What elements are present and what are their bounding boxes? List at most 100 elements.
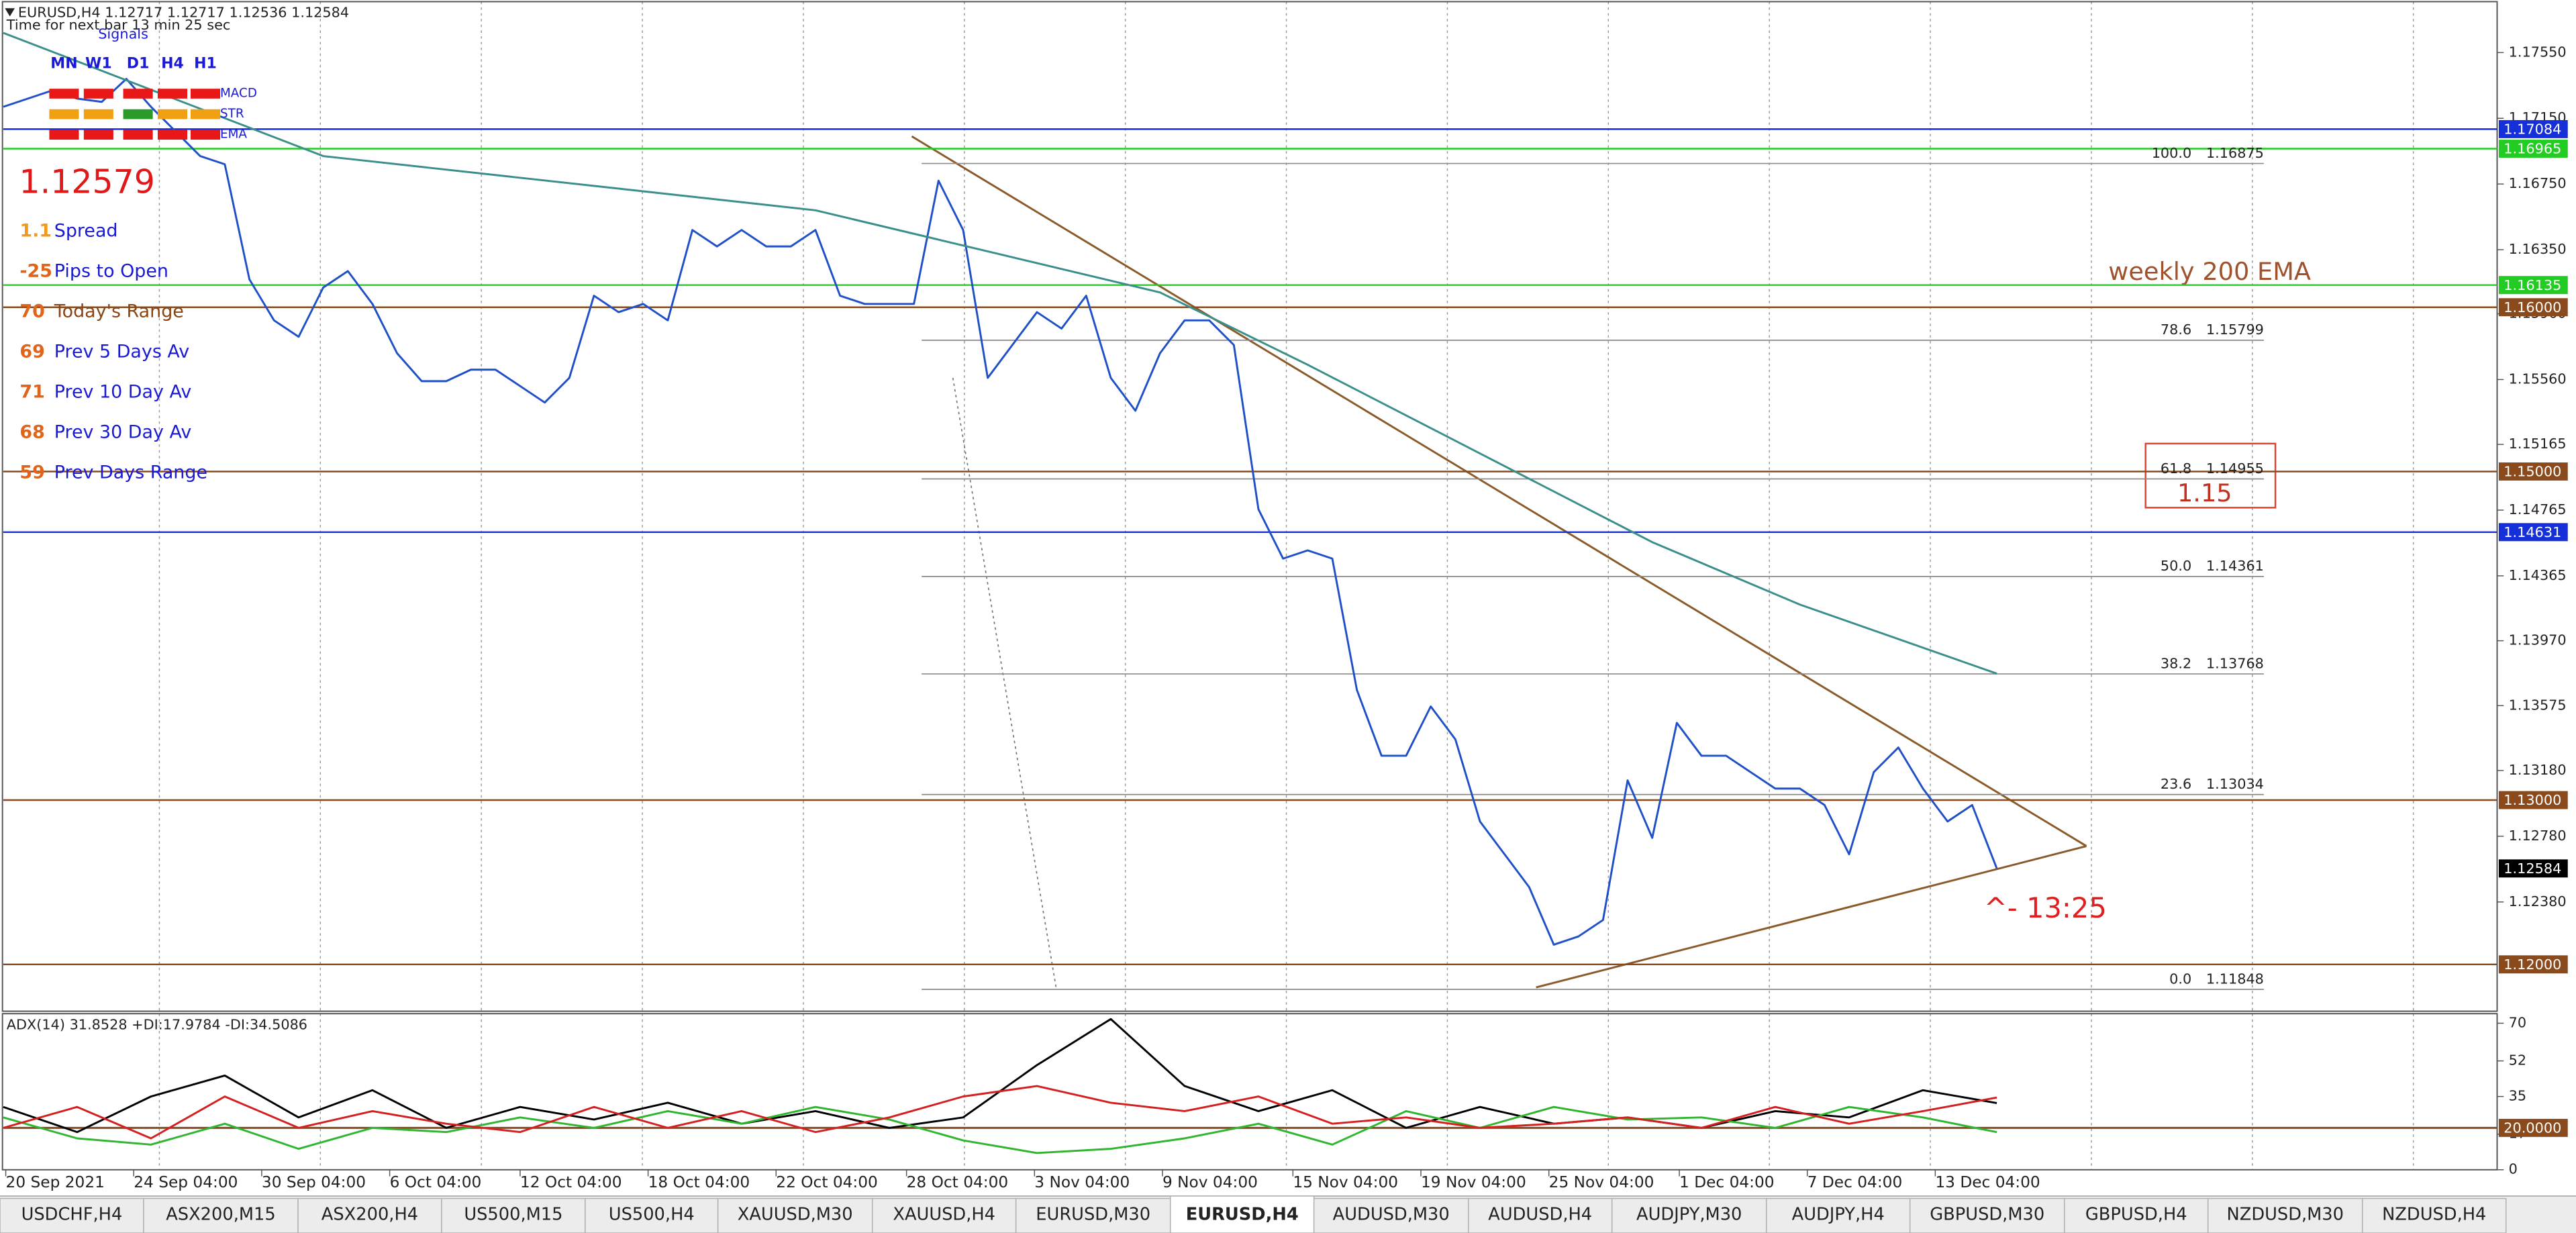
timeframe[interactable]: H1 [194,55,217,72]
timeframe[interactable]: D1 [127,55,150,72]
y-tick-label: 1.12380 [2509,893,2567,909]
tab-label[interactable]: GBPUSD,H4 [2085,1205,2187,1225]
price-tag-label: 1.12584 [2504,860,2561,877]
collapse-icon[interactable] [5,8,15,17]
tab[interactable] [2207,1197,2363,1233]
y-tick-label: 1.12780 [2509,828,2567,844]
x-tick-label: 19 Nov 04:00 [1421,1173,1526,1191]
stat-label: Prev 5 Days Av [54,342,189,362]
stat-value: 1.1 [19,221,52,242]
tab-label[interactable]: GBPUSD,M30 [1930,1205,2044,1225]
stat-value: 71 [19,382,44,403]
price-tag-label: 20.0000 [2504,1120,2561,1136]
fib-level: 23.6 [2161,776,2191,792]
y-tick-label: 0 [2509,1161,2518,1177]
tab[interactable] [871,1197,1017,1233]
timeframe[interactable]: H4 [161,55,184,72]
series-line [3,1085,1997,1140]
signals-title: Signals [98,26,148,42]
signal-cell [49,130,79,140]
tab-label[interactable]: XAUUSD,H4 [893,1205,995,1225]
tab-label[interactable]: AUDJPY,M30 [1636,1205,1742,1225]
level-box [2144,442,2277,509]
big-price: 1.12579 [19,163,155,201]
y-tick-label: 35 [2509,1088,2526,1104]
y-tick-label: 1.13970 [2509,632,2567,648]
signal-cell [83,89,113,99]
signal-cell [123,109,153,119]
y-tick-label: 1.16350 [2509,241,2567,257]
tab-label[interactable]: US500,H4 [609,1205,695,1225]
tab-label[interactable]: AUDUSD,M30 [1333,1205,1450,1225]
signal-cell [83,109,113,119]
y-tick-label: 1.14765 [2509,501,2567,517]
timer: Time for next bar 13 min 25 sec [6,17,231,33]
price-tag [2498,298,2568,317]
y-tick-label: 70 [2509,1014,2526,1030]
tab[interactable] [441,1197,586,1233]
x-tick-label: 22 Oct 04:00 [776,1173,878,1191]
price-tag-label: 1.17084 [2504,121,2561,138]
price-tag [2498,140,2568,158]
price-tag-label: 1.12000 [2504,956,2561,973]
signal-cell [83,130,113,140]
stat-value: 59 [19,462,44,483]
price-tag [2498,791,2568,809]
signal-cell [49,89,79,99]
timeframe[interactable]: MN [50,55,77,72]
y-tick-label: 1.17550 [2509,44,2567,60]
y-tick-label: 1.13575 [2509,697,2567,713]
tab[interactable] [297,1197,442,1233]
adx-frame [1,1013,2498,1171]
tab-label[interactable]: NZDUSD,H4 [2382,1205,2486,1225]
tab-label[interactable]: US500,M15 [464,1205,562,1225]
tab-label[interactable]: EURUSD,M30 [1036,1205,1150,1225]
signal-name: MACD [220,87,257,101]
x-tick-label: 9 Nov 04:00 [1162,1173,1258,1191]
tab[interactable] [143,1197,299,1233]
tab[interactable] [1468,1197,1613,1233]
y-tick-label: 1.15165 [2509,436,2567,452]
x-tick-label: 1 Dec 04:00 [1679,1173,1775,1191]
tab-label[interactable]: AUDJPY,H4 [1792,1205,1885,1225]
fib-price: 1.14955 [2206,460,2264,477]
timer-note: ^- 13:25 [1984,891,2107,924]
price-tag-label: 1.14631 [2504,524,2561,540]
fib-level: 61.8 [2161,460,2191,477]
stat-label: Today's Range [54,301,184,322]
price-tag [2498,1118,2568,1137]
signal-cell [190,130,220,140]
signal-cell [123,130,153,140]
tab-label[interactable]: EURUSD,H4 [1186,1205,1299,1225]
y-tick-label: 1.14365 [2509,567,2567,583]
tab[interactable] [1015,1197,1171,1233]
tab-label[interactable]: XAUUSD,M30 [738,1205,853,1225]
x-tick-label: 7 Dec 04:00 [1807,1173,1903,1191]
x-tick-label: 20 Sep 2021 [6,1173,105,1191]
price-tag-label: 1.16965 [2504,141,2561,157]
tab-label[interactable]: AUDUSD,H4 [1488,1205,1592,1225]
price-tag-label: 1.13000 [2504,792,2561,808]
price-tag [2498,462,2568,481]
tab[interactable] [1611,1197,1767,1233]
tab-label[interactable]: ASX200,H4 [321,1205,418,1225]
stat-value: 70 [19,301,44,322]
price-tag-label: 1.15000 [2504,464,2561,480]
price-tag [2498,523,2568,542]
tab-label[interactable]: NZDUSD,M30 [2227,1205,2344,1225]
y-tick-label: 52 [2509,1052,2526,1069]
tab[interactable] [2064,1197,2209,1233]
signal-name: STR [220,107,244,121]
x-tick-label: 3 Nov 04:00 [1034,1173,1130,1191]
tab[interactable] [1909,1197,2065,1233]
tab[interactable] [2362,1197,2507,1233]
tab-label[interactable]: USDCHF,H4 [21,1205,123,1225]
timeframe[interactable]: W1 [85,55,112,72]
signal-cell [190,109,220,119]
series-line [3,78,1998,946]
tab[interactable] [1766,1197,1911,1233]
x-tick-label: 6 Oct 04:00 [390,1173,482,1191]
signal-cell [157,130,188,140]
tab-label[interactable]: ASX200,M15 [166,1205,276,1225]
